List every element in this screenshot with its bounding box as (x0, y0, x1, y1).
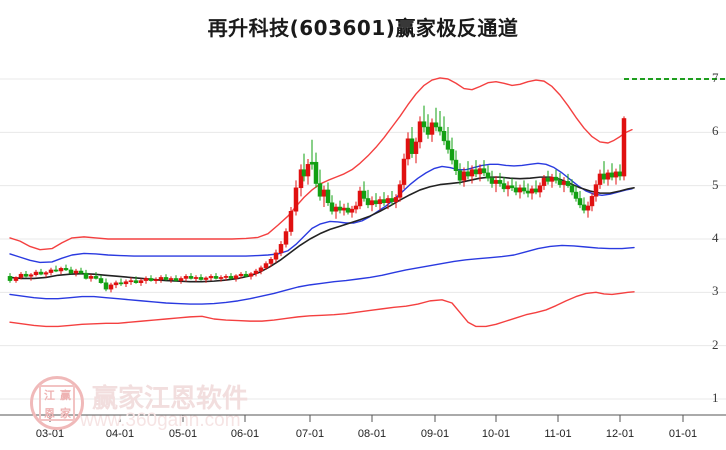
x-axis-tick-label: 11-01 (544, 428, 572, 440)
y-axis-tick-label: 5 (712, 176, 719, 192)
y-axis-tick-label: 4 (712, 230, 719, 245)
y-axis-tick-label: 1 (712, 390, 719, 405)
x-axis-tick-label: 12-01 (605, 428, 635, 440)
y-axis-tick-label: 3 (712, 283, 719, 299)
channel-band-lines (9, 77, 635, 328)
y-axis-tick-label: 2 (712, 336, 719, 352)
x-axis-tick-label: 04-01 (105, 428, 135, 440)
y-axis-tick-label: 7 (712, 70, 719, 85)
x-axis-tick-label: 10-01 (481, 428, 511, 440)
axis-lines (0, 414, 726, 422)
page-title: 再升科技(603601)赢家极反通道 (207, 16, 519, 40)
x-axis-tick-label: 08-01 (357, 428, 387, 440)
x-axis-tick-label: 07-01 (295, 428, 325, 440)
x-axis-tick-label: 06-01 (230, 428, 260, 440)
x-axis-tick-label: 03-01 (35, 428, 65, 440)
y-axis-tick-label: 6 (712, 123, 719, 139)
x-axis-tick-label: 05-01 (168, 428, 198, 440)
x-axis-tick-label: 01-01 (668, 428, 698, 440)
x-axis-tick-label: 09-01 (420, 428, 450, 440)
candlestick-series (7, 105, 627, 293)
